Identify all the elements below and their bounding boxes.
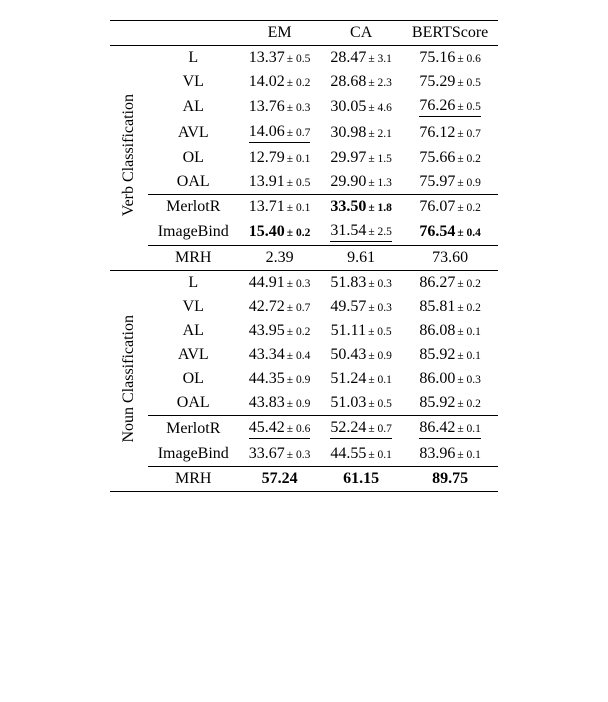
- value-cell: 33.50± 1.8: [320, 195, 402, 220]
- row-label: AVL: [148, 120, 239, 146]
- value-cell: 51.11± 0.5: [320, 319, 402, 343]
- value-cell: 44.35± 0.9: [239, 367, 321, 391]
- corner-blank-2: [148, 21, 239, 46]
- value-cell: 15.40± 0.2: [239, 219, 321, 246]
- value-cell: 33.67± 0.3: [239, 442, 321, 467]
- value-cell: 75.16± 0.6: [402, 46, 498, 71]
- value-cell: 76.54± 0.4: [402, 219, 498, 246]
- value-cell: 44.55± 0.1: [320, 442, 402, 467]
- value-cell: 29.97± 1.5: [320, 146, 402, 170]
- row-label: AVL: [148, 343, 239, 367]
- value-cell: 2.39: [239, 246, 321, 271]
- value-cell: 12.79± 0.1: [239, 146, 321, 170]
- value-cell: 86.08± 0.1: [402, 319, 498, 343]
- value-cell: 86.27± 0.2: [402, 271, 498, 296]
- value-cell: 44.91± 0.3: [239, 271, 321, 296]
- value-cell: 75.29± 0.5: [402, 70, 498, 94]
- value-cell: 13.91± 0.5: [239, 170, 321, 195]
- value-cell: 89.75: [402, 467, 498, 492]
- value-cell: 14.02± 0.2: [239, 70, 321, 94]
- value-cell: 76.26± 0.5: [402, 94, 498, 120]
- row-label: VL: [148, 70, 239, 94]
- value-cell: 9.61: [320, 246, 402, 271]
- value-cell: 43.34± 0.4: [239, 343, 321, 367]
- value-cell: 13.71± 0.1: [239, 195, 321, 220]
- row-label: MRH: [148, 246, 239, 271]
- row-label: AL: [148, 319, 239, 343]
- value-cell: 75.66± 0.2: [402, 146, 498, 170]
- row-label: MerlotR: [148, 416, 239, 443]
- row-label: L: [148, 271, 239, 296]
- value-cell: 43.83± 0.9: [239, 391, 321, 416]
- value-cell: 42.72± 0.7: [239, 295, 321, 319]
- value-cell: 61.15: [320, 467, 402, 492]
- value-cell: 75.97± 0.9: [402, 170, 498, 195]
- col-header: CA: [320, 21, 402, 46]
- value-cell: 43.95± 0.2: [239, 319, 321, 343]
- value-cell: 52.24± 0.7: [320, 416, 402, 443]
- corner-blank: [110, 21, 148, 46]
- value-cell: 73.60: [402, 246, 498, 271]
- value-cell: 83.96± 0.1: [402, 442, 498, 467]
- value-cell: 57.24: [239, 467, 321, 492]
- row-label: MerlotR: [148, 195, 239, 220]
- row-label: VL: [148, 295, 239, 319]
- value-cell: 45.42± 0.6: [239, 416, 321, 443]
- row-label: OL: [148, 146, 239, 170]
- value-cell: 13.37± 0.5: [239, 46, 321, 71]
- value-cell: 31.54± 2.5: [320, 219, 402, 246]
- row-label: AL: [148, 94, 239, 120]
- section-label: Verb Classification: [110, 46, 148, 271]
- results-table: EM CA BERTScore Verb ClassificationL13.3…: [110, 20, 499, 492]
- row-label: OL: [148, 367, 239, 391]
- value-cell: 30.05± 4.6: [320, 94, 402, 120]
- col-header: BERTScore: [402, 21, 498, 46]
- value-cell: 86.42± 0.1: [402, 416, 498, 443]
- value-cell: 51.83± 0.3: [320, 271, 402, 296]
- row-label: MRH: [148, 467, 239, 492]
- row-label: OAL: [148, 391, 239, 416]
- col-header: EM: [239, 21, 321, 46]
- value-cell: 85.92± 0.2: [402, 391, 498, 416]
- row-label: ImageBind: [148, 219, 239, 246]
- value-cell: 76.12± 0.7: [402, 120, 498, 146]
- value-cell: 50.43± 0.9: [320, 343, 402, 367]
- value-cell: 51.24± 0.1: [320, 367, 402, 391]
- row-label: OAL: [148, 170, 239, 195]
- value-cell: 85.92± 0.1: [402, 343, 498, 367]
- value-cell: 85.81± 0.2: [402, 295, 498, 319]
- value-cell: 28.47± 3.1: [320, 46, 402, 71]
- value-cell: 14.06± 0.7: [239, 120, 321, 146]
- value-cell: 29.90± 1.3: [320, 170, 402, 195]
- section-label: Noun Classification: [110, 271, 148, 492]
- value-cell: 30.98± 2.1: [320, 120, 402, 146]
- row-label: ImageBind: [148, 442, 239, 467]
- value-cell: 76.07± 0.2: [402, 195, 498, 220]
- value-cell: 13.76± 0.3: [239, 94, 321, 120]
- row-label: L: [148, 46, 239, 71]
- value-cell: 49.57± 0.3: [320, 295, 402, 319]
- value-cell: 51.03± 0.5: [320, 391, 402, 416]
- value-cell: 28.68± 2.3: [320, 70, 402, 94]
- value-cell: 86.00± 0.3: [402, 367, 498, 391]
